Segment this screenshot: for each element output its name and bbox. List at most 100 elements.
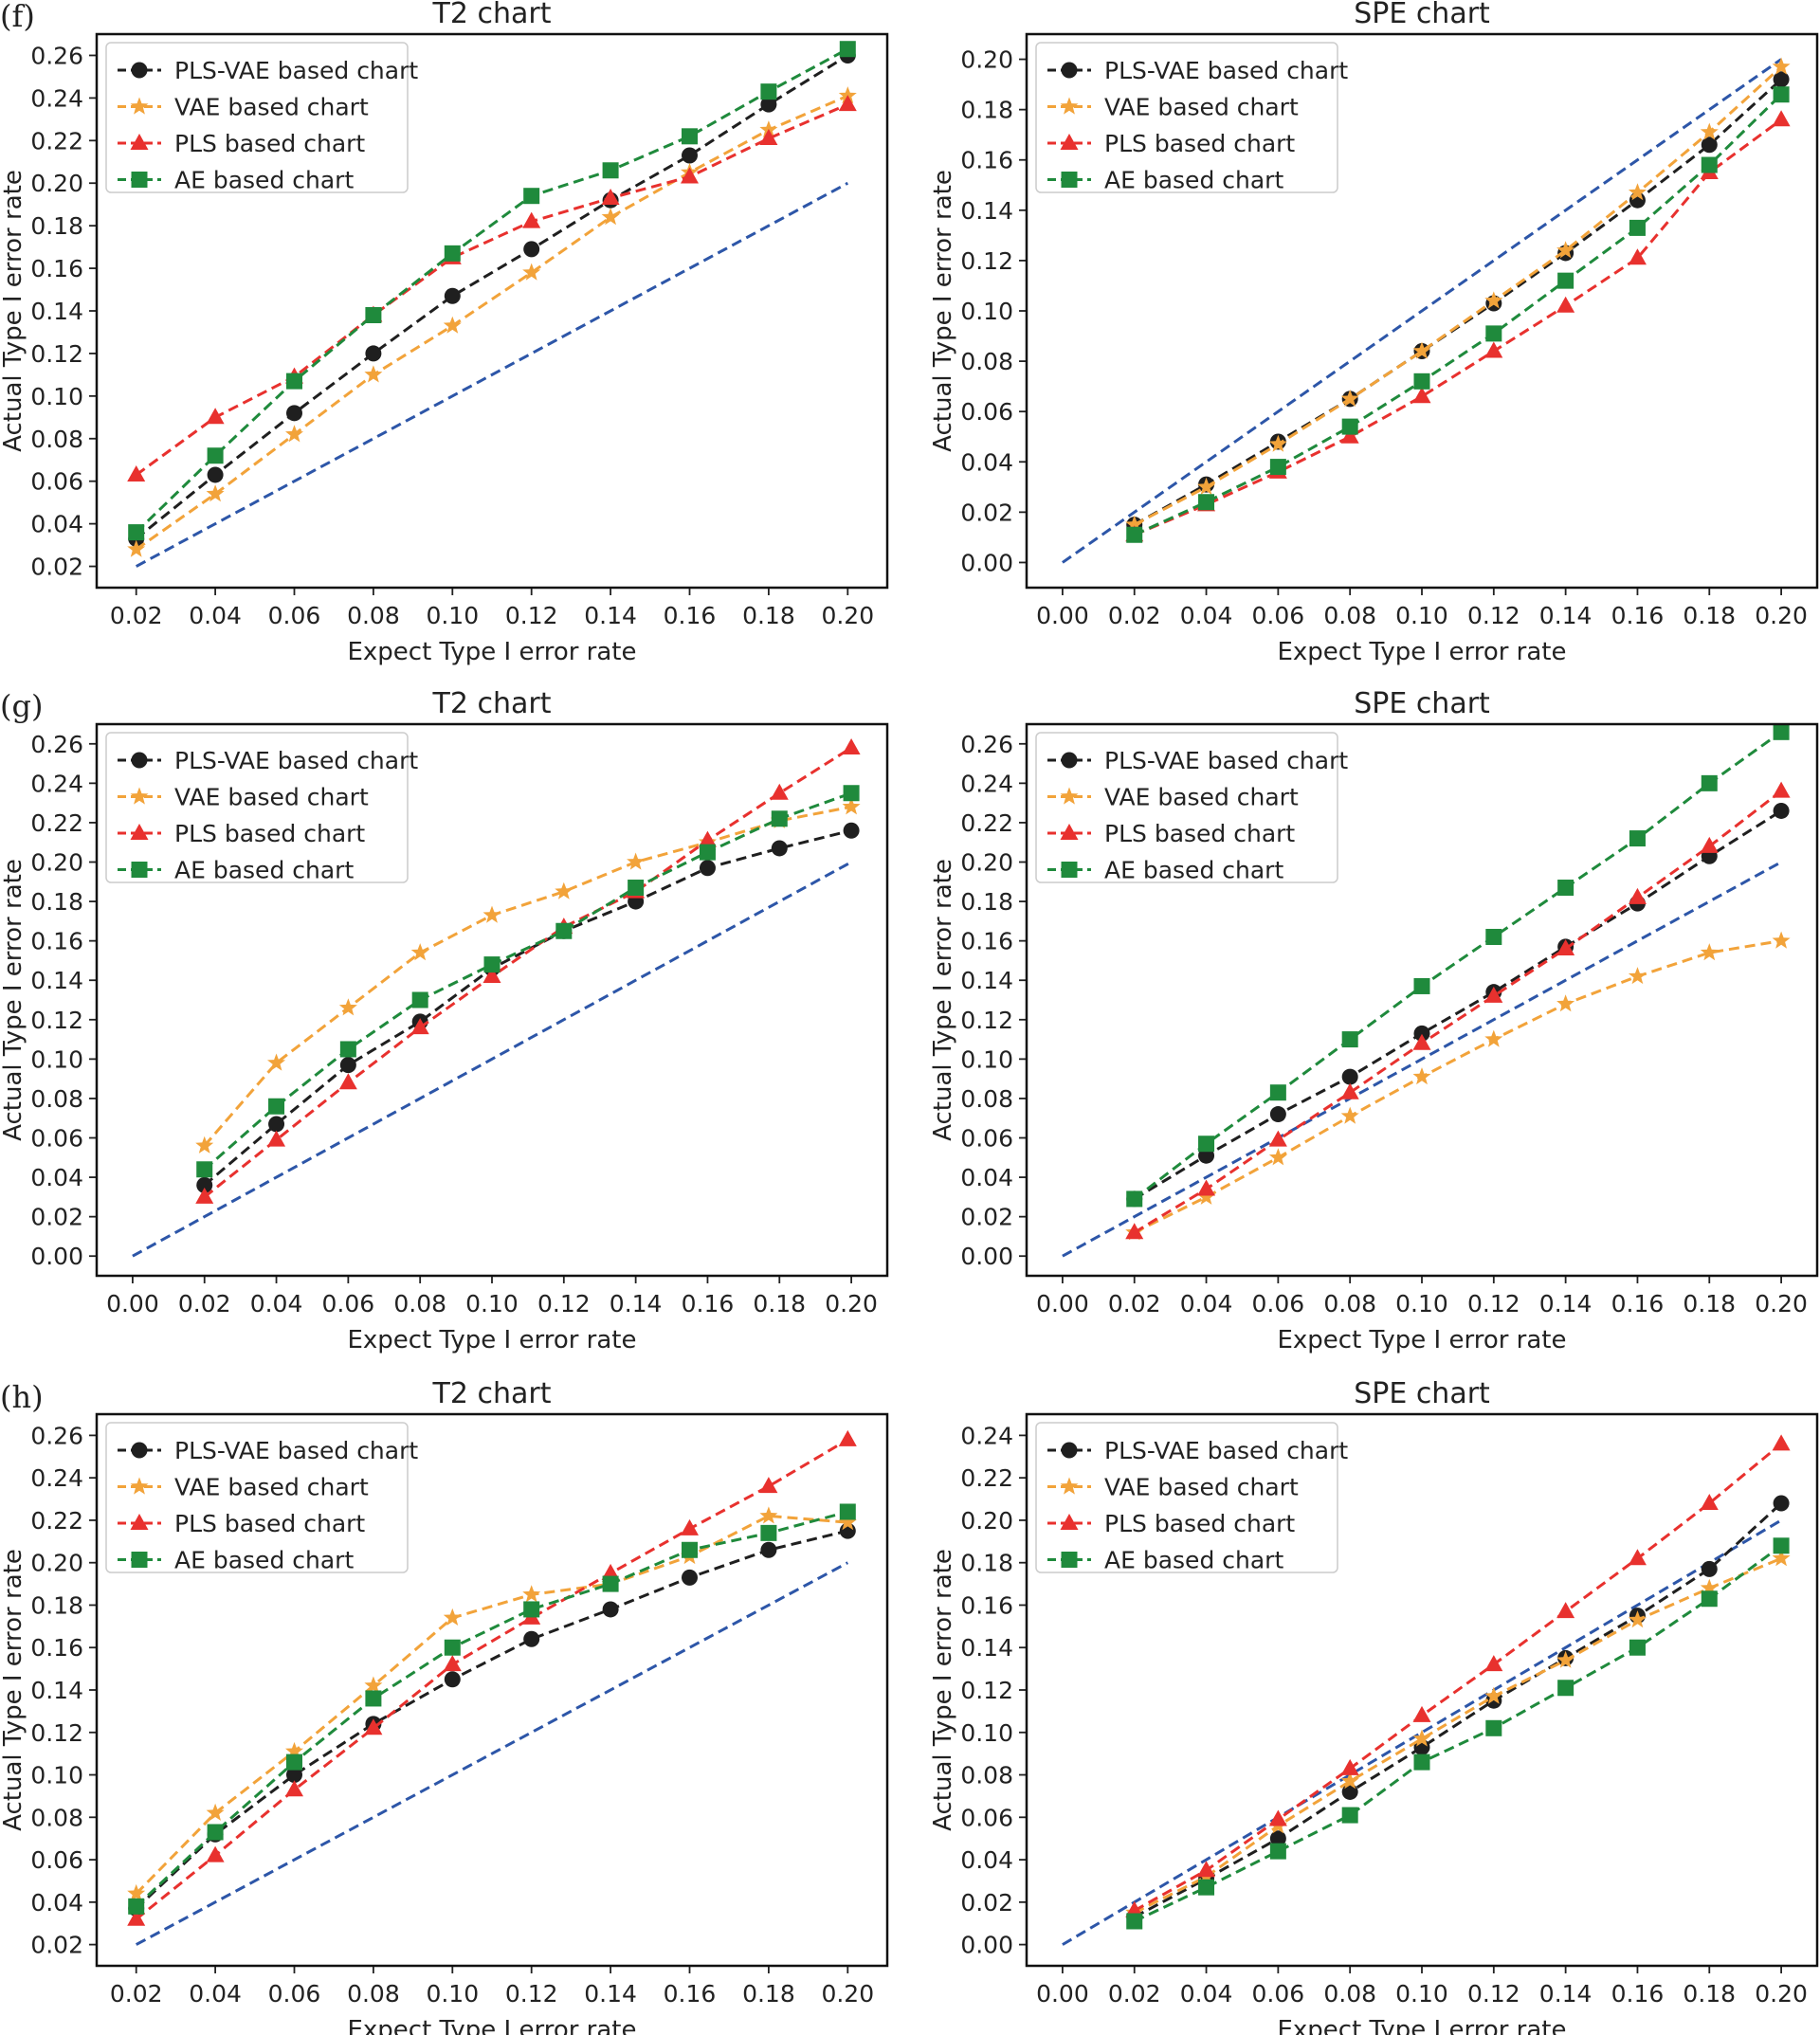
x-tick-label: 0.10: [426, 1980, 479, 2008]
y-tick-label: 0.00: [960, 1932, 1013, 1959]
y-tick-label: 0.08: [30, 426, 83, 453]
legend: PLS-VAE based chart VAE based chart PLS ba…: [105, 1422, 418, 1574]
legend-label: VAE based chart: [1104, 784, 1299, 811]
data-point: [839, 1503, 856, 1520]
x-tick-label: 0.16: [664, 1980, 717, 2008]
legend-marker: [1061, 62, 1078, 79]
data-point: [1198, 494, 1215, 511]
data-point: [1413, 977, 1430, 994]
data-point: [1412, 1033, 1431, 1050]
legend-marker: [131, 1442, 148, 1459]
data-point: [1556, 296, 1575, 313]
data-point: [1484, 1655, 1503, 1672]
data-point: [339, 1057, 356, 1074]
data-point: [286, 1753, 302, 1771]
data-point: [1126, 1190, 1143, 1208]
legend-label: AE based chart: [174, 857, 354, 884]
data-point: [1197, 1861, 1216, 1878]
y-tick-label: 0.10: [960, 298, 1013, 325]
data-point: [1269, 1830, 1286, 1847]
legend-box: [105, 1422, 409, 1573]
series-ae-based-chart: [1126, 86, 1790, 543]
series-ae-based-chart: [1126, 723, 1790, 1208]
legend: PLS-VAE based chart VAE based chart PLS ba…: [1035, 1422, 1348, 1574]
data-point: [338, 1073, 357, 1090]
y-tick-label: 0.02: [30, 1204, 83, 1231]
data-point: [1413, 372, 1430, 390]
y-tick-label: 0.24: [960, 1422, 1013, 1449]
data-point: [128, 1898, 145, 1915]
y-tick-label: 0.16: [960, 147, 1013, 174]
y-tick-label: 0.18: [30, 1591, 83, 1619]
series-line: [1133, 731, 1782, 1201]
x-tick-label: 0.12: [1467, 1980, 1520, 2008]
series-line: [135, 1529, 848, 1910]
data-point: [1412, 387, 1431, 404]
series-line: [135, 102, 848, 477]
legend-marker: [1060, 824, 1079, 840]
chart-title: T2 chart: [432, 0, 552, 30]
data-point: [523, 188, 540, 205]
x-tick-label: 0.12: [1467, 602, 1520, 629]
x-tick-label: 0.02: [110, 602, 163, 629]
legend-marker: [131, 752, 148, 769]
x-tick-label: 0.10: [1395, 602, 1448, 629]
data-point: [267, 1130, 286, 1147]
x-tick-label: 0.02: [110, 1980, 163, 2008]
x-tick-label: 0.00: [106, 1290, 159, 1317]
series-line: [1134, 93, 1783, 536]
data-point: [1700, 1578, 1719, 1596]
series-line: [1134, 65, 1783, 526]
data-point: [1700, 836, 1719, 853]
series-vae-based-chart: [1125, 57, 1791, 533]
series-pls-based-chart: [127, 1429, 857, 1926]
data-point: [838, 95, 857, 112]
y-tick-label: 0.12: [30, 340, 83, 368]
y-tick-label: 0.10: [30, 383, 83, 410]
data-point: [1628, 1549, 1647, 1566]
legend-marker: [1061, 172, 1078, 188]
data-point: [1340, 1082, 1359, 1099]
data-point: [1701, 1590, 1718, 1608]
data-point: [523, 1601, 540, 1618]
x-tick-label: 0.08: [1323, 1980, 1376, 2008]
data-point: [1484, 986, 1503, 1003]
y-tick-label: 0.06: [960, 1125, 1013, 1153]
y-tick-label: 0.02: [30, 1932, 83, 1959]
data-point: [1268, 1130, 1287, 1147]
series-line: [1133, 1501, 1783, 1918]
data-point: [1412, 341, 1431, 359]
y-tick-label: 0.04: [30, 1889, 83, 1917]
x-tick-label: 0.14: [1539, 602, 1592, 629]
y-tick-label: 0.06: [30, 468, 83, 496]
chart-panel: SPE chart 0.00 0.02 0.04 0.06 0.08 0.10 0.12 0.1…: [929, 1377, 1819, 2035]
data-point: [522, 211, 541, 228]
x-tick-label: 0.18: [742, 602, 795, 629]
data-point: [410, 943, 429, 961]
series-pls-vae-based-chart: [128, 1522, 856, 1917]
y-tick-label: 0.18: [30, 888, 83, 916]
legend-label: PLS based chart: [174, 1510, 365, 1537]
chart-title: SPE chart: [1354, 687, 1490, 720]
x-tick-label: 0.06: [268, 1980, 321, 2008]
x-tick-label: 0.10: [1395, 1290, 1448, 1317]
row-label: (h): [0, 1379, 44, 1415]
series-pls-based-chart: [1125, 1434, 1791, 1917]
data-point: [682, 128, 698, 145]
data-point: [1701, 774, 1718, 791]
data-point: [681, 167, 699, 184]
y-axis-label: Actual Type I error rate: [0, 859, 27, 1141]
y-tick-label: 0.20: [30, 849, 83, 877]
data-point: [1773, 86, 1790, 103]
data-point: [1556, 1602, 1575, 1619]
data-point: [843, 785, 860, 802]
y-tick-label: 0.04: [30, 511, 83, 538]
data-point: [1772, 110, 1791, 127]
data-point: [1773, 71, 1790, 88]
data-point: [1557, 272, 1574, 289]
x-tick-label: 0.16: [682, 1290, 735, 1317]
x-tick-label: 0.02: [1108, 1980, 1161, 2008]
data-point: [838, 1429, 857, 1446]
x-tick-label: 0.08: [1323, 602, 1376, 629]
data-point: [1268, 434, 1287, 452]
